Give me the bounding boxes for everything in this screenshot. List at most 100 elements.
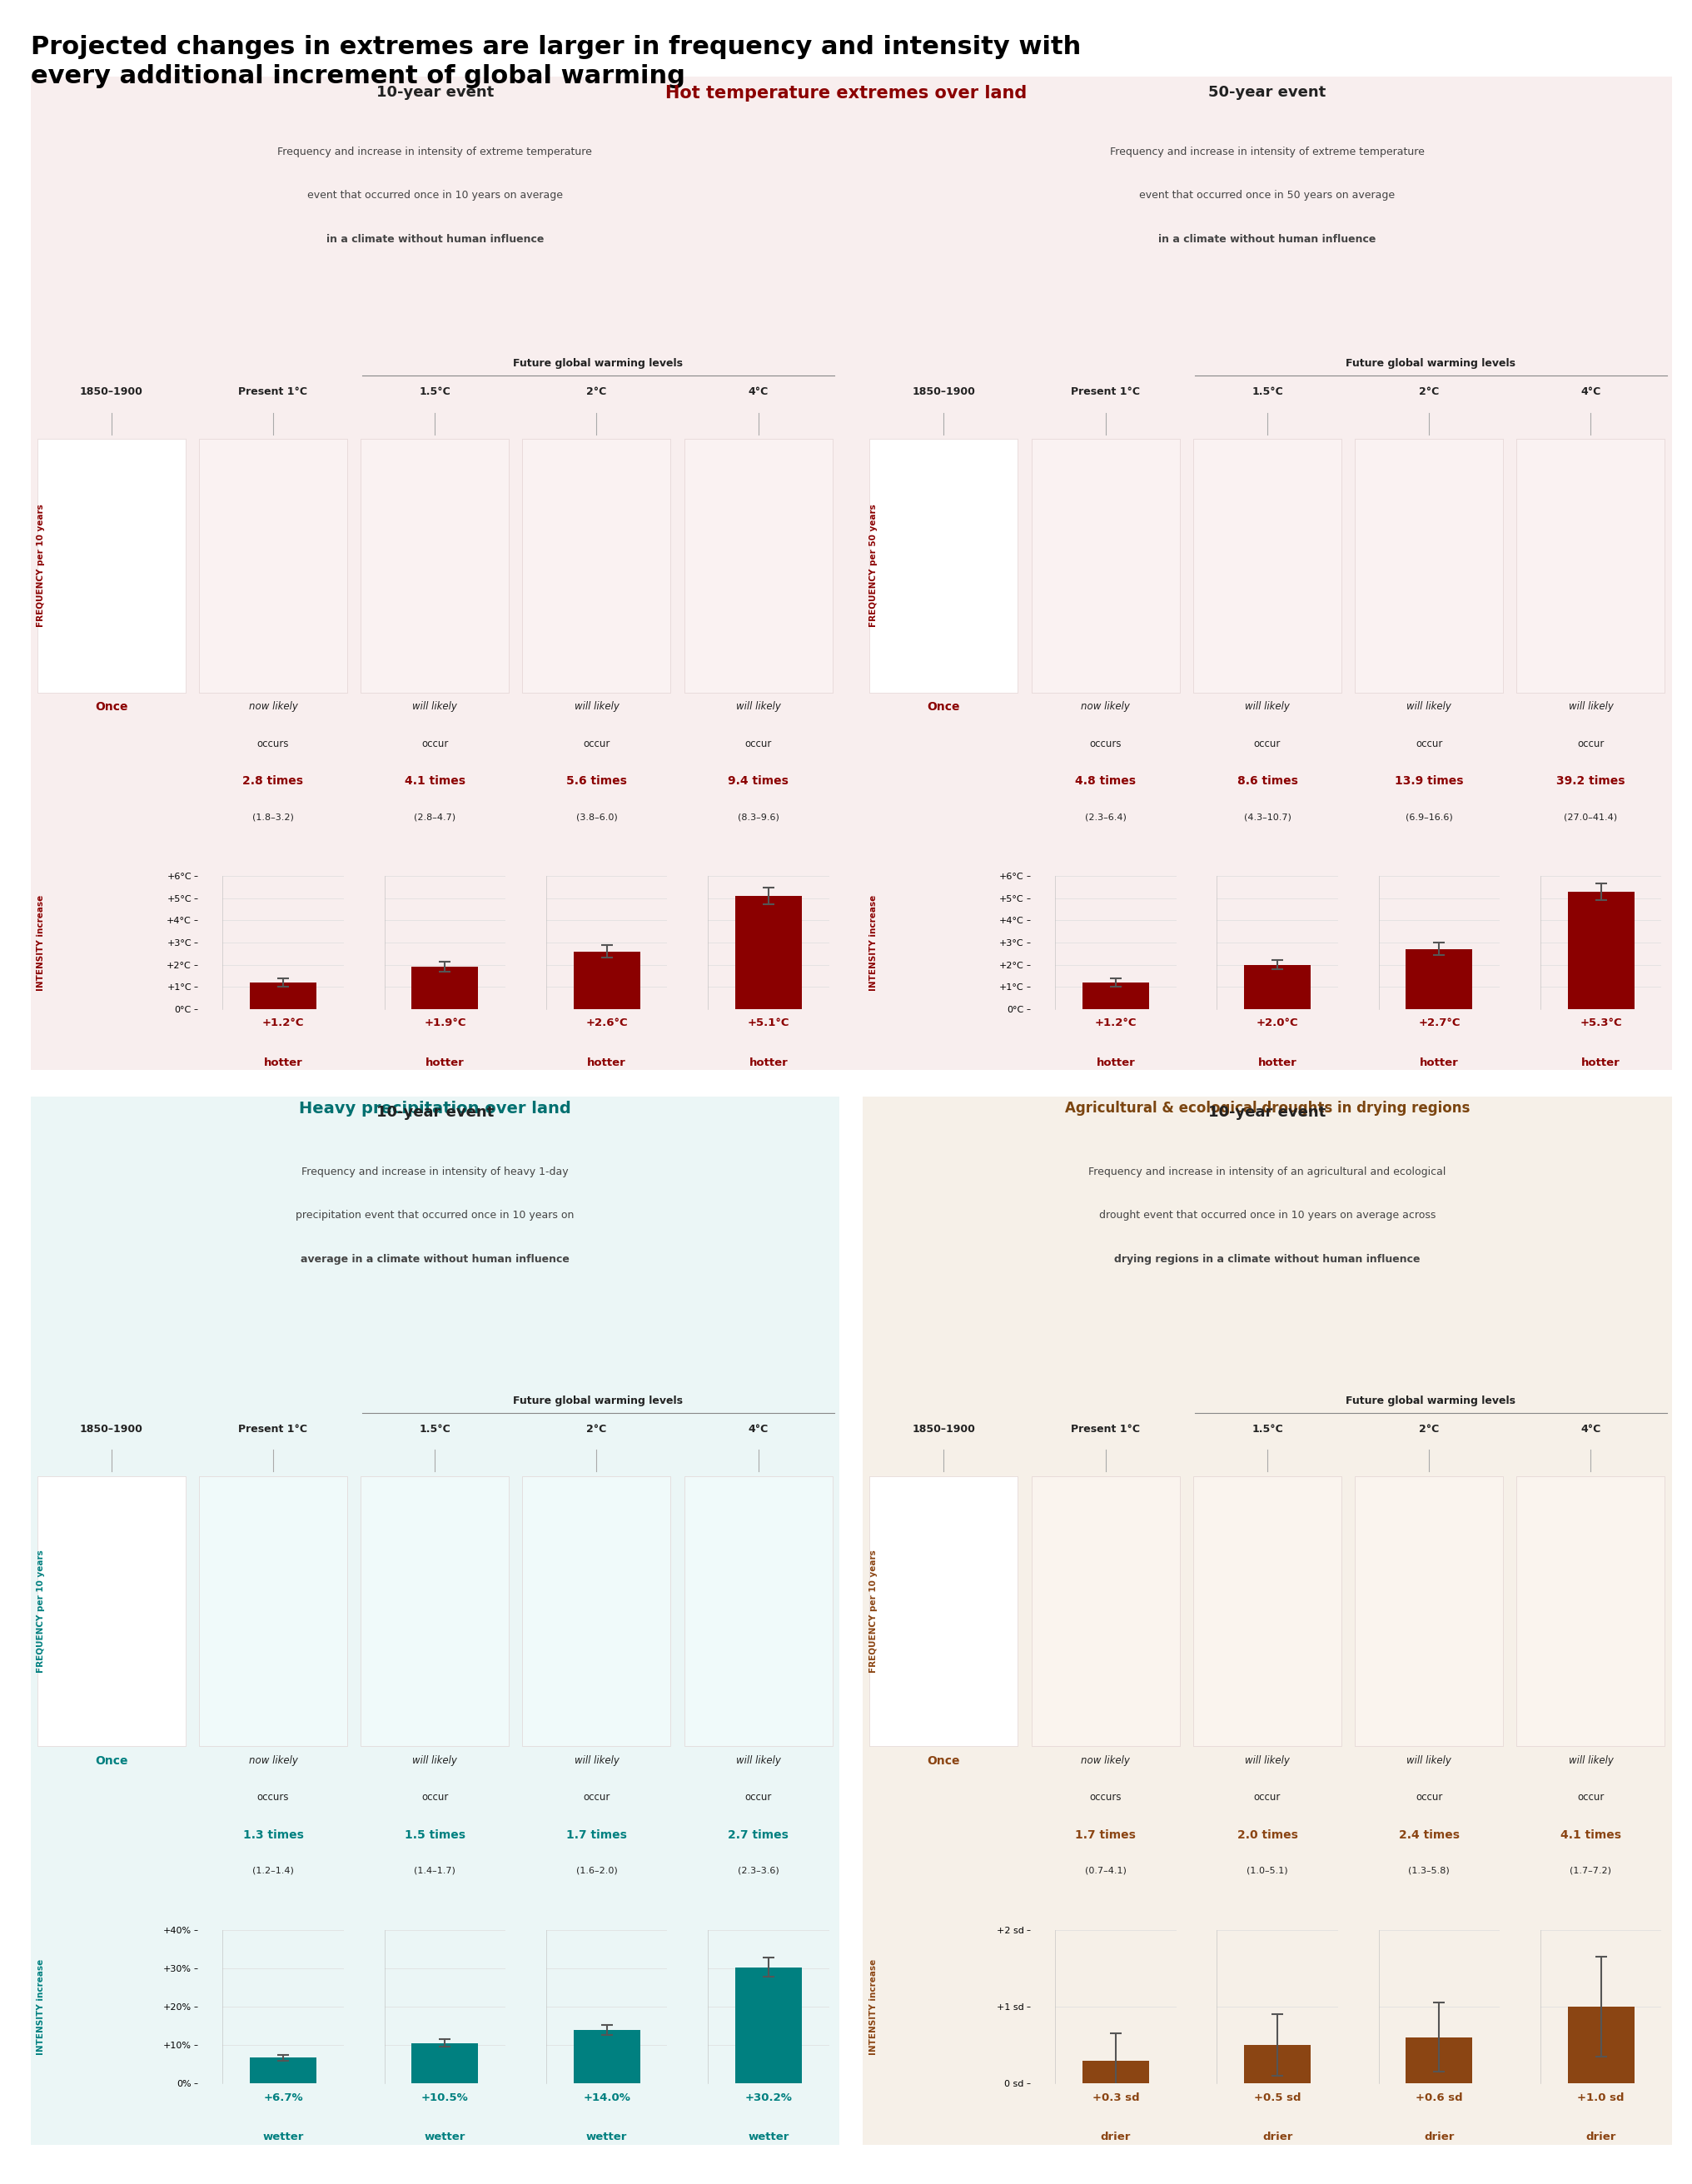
- Text: +5.1°C: +5.1°C: [748, 1018, 790, 1029]
- Text: event that occurred once in 10 years on average: event that occurred once in 10 years on …: [306, 190, 563, 201]
- Text: wetter: wetter: [585, 2132, 628, 2143]
- Text: occurs: occurs: [257, 738, 289, 749]
- Text: 1850–1900: 1850–1900: [80, 387, 142, 397]
- Text: 2.7 times: 2.7 times: [728, 1830, 788, 1841]
- Text: hotter: hotter: [1257, 1057, 1298, 1068]
- Text: occur: occur: [1577, 1793, 1604, 1804]
- Text: 1.5°C: 1.5°C: [420, 387, 450, 397]
- Text: wetter: wetter: [425, 2132, 465, 2143]
- Text: +0.6 sd: +0.6 sd: [1416, 2092, 1464, 2103]
- Text: will likely: will likely: [1568, 1756, 1612, 1767]
- Text: occur: occur: [744, 1793, 772, 1804]
- Text: Frequency and increase in intensity of an agricultural and ecological: Frequency and increase in intensity of a…: [1088, 1166, 1447, 1177]
- Text: hotter: hotter: [1096, 1057, 1135, 1068]
- Text: wetter: wetter: [748, 2132, 788, 2143]
- Text: (2.3–3.6): (2.3–3.6): [738, 1867, 778, 1874]
- Text: drying regions in a climate without human influence: drying regions in a climate without huma…: [1115, 1254, 1420, 1265]
- Bar: [574, 952, 640, 1009]
- Text: 4.8 times: 4.8 times: [1074, 775, 1135, 786]
- Text: (8.3–9.6): (8.3–9.6): [738, 812, 778, 821]
- Text: +0.3 sd: +0.3 sd: [1091, 2092, 1139, 2103]
- Text: will likely: will likely: [736, 701, 780, 712]
- Text: (3.8–6.0): (3.8–6.0): [575, 812, 618, 821]
- Text: occurs: occurs: [257, 1793, 289, 1804]
- Text: hotter: hotter: [264, 1057, 303, 1068]
- Text: Heavy precipitation over land: Heavy precipitation over land: [299, 1101, 570, 1116]
- Text: (1.0–5.1): (1.0–5.1): [1247, 1867, 1288, 1874]
- Bar: [574, 2029, 640, 2084]
- Text: INTENSITY increase: INTENSITY increase: [870, 895, 876, 992]
- Text: +1.2°C: +1.2°C: [1095, 1018, 1137, 1029]
- Text: 1.5°C: 1.5°C: [1252, 387, 1283, 397]
- Text: 4.1 times: 4.1 times: [1560, 1830, 1621, 1841]
- Text: hotter: hotter: [750, 1057, 788, 1068]
- Text: (1.3–5.8): (1.3–5.8): [1408, 1867, 1450, 1874]
- Text: occur: occur: [1416, 738, 1443, 749]
- Text: now likely: now likely: [249, 701, 298, 712]
- Text: +1.0 sd: +1.0 sd: [1577, 2092, 1624, 2103]
- Text: (27.0–41.4): (27.0–41.4): [1563, 812, 1618, 821]
- Text: occur: occur: [744, 738, 772, 749]
- Text: +2.7°C: +2.7°C: [1418, 1018, 1460, 1029]
- Text: Projected changes in extremes are larger in frequency and intensity with
every a: Projected changes in extremes are larger…: [30, 35, 1081, 87]
- Text: Future global warming levels: Future global warming levels: [513, 358, 684, 369]
- Text: +2.0°C: +2.0°C: [1257, 1018, 1298, 1029]
- Text: INTENSITY increase: INTENSITY increase: [870, 1959, 876, 2055]
- Text: FREQUENCY per 10 years: FREQUENCY per 10 years: [870, 1551, 876, 1673]
- Text: Future global warming levels: Future global warming levels: [1345, 1396, 1516, 1406]
- Text: will likely: will likely: [736, 1756, 780, 1767]
- Text: 2°C: 2°C: [587, 1424, 607, 1435]
- Text: hotter: hotter: [1420, 1057, 1459, 1068]
- Text: Agricultural & ecological droughts in drying regions: Agricultural & ecological droughts in dr…: [1064, 1101, 1470, 1116]
- Text: (1.8–3.2): (1.8–3.2): [252, 812, 294, 821]
- Text: Frequency and increase in intensity of extreme temperature: Frequency and increase in intensity of e…: [277, 146, 592, 157]
- Text: Present 1°C: Present 1°C: [1071, 1424, 1140, 1435]
- Text: Future global warming levels: Future global warming levels: [513, 1396, 684, 1406]
- Text: 4°C: 4°C: [1580, 387, 1601, 397]
- Text: 4.1 times: 4.1 times: [404, 775, 465, 786]
- Text: occur: occur: [421, 738, 448, 749]
- Bar: [1568, 2007, 1634, 2084]
- Text: +1.9°C: +1.9°C: [425, 1018, 465, 1029]
- Bar: [1406, 2038, 1472, 2084]
- Text: occur: occur: [1416, 1793, 1443, 1804]
- Text: now likely: now likely: [1081, 701, 1130, 712]
- Text: 4°C: 4°C: [1580, 1424, 1601, 1435]
- Text: +2.6°C: +2.6°C: [585, 1018, 628, 1029]
- Text: occur: occur: [1577, 738, 1604, 749]
- Text: will likely: will likely: [1406, 1756, 1452, 1767]
- Text: 1.5°C: 1.5°C: [1252, 1424, 1283, 1435]
- Text: INTENSITY increase: INTENSITY increase: [37, 1959, 44, 2055]
- Text: in a climate without human influence: in a climate without human influence: [1159, 234, 1376, 245]
- Bar: [250, 983, 316, 1009]
- Text: will likely: will likely: [1568, 701, 1612, 712]
- Text: occur: occur: [421, 1793, 448, 1804]
- Bar: [1406, 950, 1472, 1009]
- Text: 8.6 times: 8.6 times: [1237, 775, 1298, 786]
- Text: FREQUENCY per 10 years: FREQUENCY per 10 years: [37, 1551, 44, 1673]
- Text: will likely: will likely: [1245, 1756, 1289, 1767]
- Text: occur: occur: [584, 1793, 611, 1804]
- Text: 1.5 times: 1.5 times: [404, 1830, 465, 1841]
- Bar: [736, 895, 802, 1009]
- Bar: [1083, 983, 1149, 1009]
- Text: drought event that occurred once in 10 years on average across: drought event that occurred once in 10 y…: [1098, 1210, 1437, 1221]
- Bar: [1244, 965, 1311, 1009]
- Text: Future global warming levels: Future global warming levels: [1345, 358, 1516, 369]
- Text: (2.8–4.7): (2.8–4.7): [415, 812, 455, 821]
- Text: Once: Once: [927, 1756, 961, 1767]
- Text: INTENSITY increase: INTENSITY increase: [37, 895, 44, 992]
- Bar: [1244, 2044, 1311, 2084]
- Text: 1850–1900: 1850–1900: [80, 1424, 142, 1435]
- Text: precipitation event that occurred once in 10 years on: precipitation event that occurred once i…: [296, 1210, 574, 1221]
- Text: Once: Once: [95, 1756, 129, 1767]
- Text: 1.7 times: 1.7 times: [1074, 1830, 1135, 1841]
- Text: will likely: will likely: [1245, 701, 1289, 712]
- Text: will likely: will likely: [574, 701, 619, 712]
- Text: 10-year event: 10-year event: [376, 85, 494, 100]
- Text: 2°C: 2°C: [587, 387, 607, 397]
- Text: 5.6 times: 5.6 times: [567, 775, 628, 786]
- Text: occur: occur: [1254, 1793, 1281, 1804]
- Text: Present 1°C: Present 1°C: [239, 387, 308, 397]
- Text: 10-year event: 10-year event: [376, 1105, 494, 1120]
